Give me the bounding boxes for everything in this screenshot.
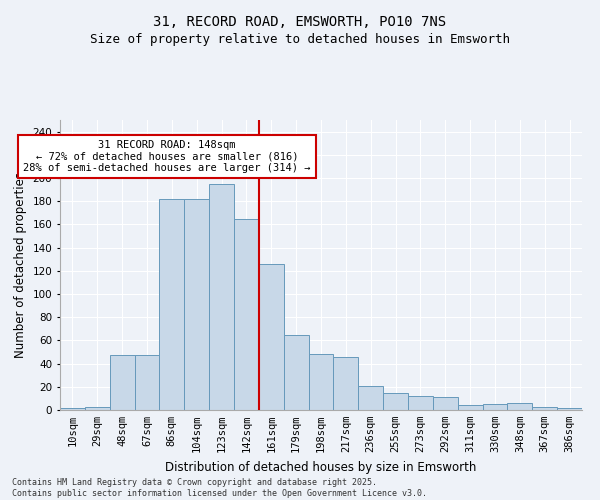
Bar	[557, 408, 582, 410]
Bar	[234, 218, 259, 410]
Bar	[110, 356, 134, 410]
Bar	[383, 392, 408, 410]
Text: Contains HM Land Registry data © Crown copyright and database right 2025.
Contai: Contains HM Land Registry data © Crown c…	[12, 478, 427, 498]
Bar	[408, 396, 433, 410]
Bar	[160, 199, 184, 410]
Bar	[209, 184, 234, 410]
Bar	[508, 403, 532, 410]
Bar	[134, 356, 160, 410]
Bar	[259, 264, 284, 410]
Bar	[308, 354, 334, 410]
Text: 31 RECORD ROAD: 148sqm
← 72% of detached houses are smaller (816)
28% of semi-de: 31 RECORD ROAD: 148sqm ← 72% of detached…	[23, 140, 311, 173]
Text: 31, RECORD ROAD, EMSWORTH, PO10 7NS: 31, RECORD ROAD, EMSWORTH, PO10 7NS	[154, 15, 446, 29]
X-axis label: Distribution of detached houses by size in Emsworth: Distribution of detached houses by size …	[166, 460, 476, 473]
Bar	[334, 356, 358, 410]
Bar	[358, 386, 383, 410]
Bar	[184, 199, 209, 410]
Y-axis label: Number of detached properties: Number of detached properties	[14, 172, 27, 358]
Bar	[458, 406, 482, 410]
Bar	[433, 397, 458, 410]
Bar	[482, 404, 508, 410]
Bar	[532, 406, 557, 410]
Text: Size of property relative to detached houses in Emsworth: Size of property relative to detached ho…	[90, 32, 510, 46]
Bar	[85, 406, 110, 410]
Bar	[284, 334, 308, 410]
Bar	[60, 408, 85, 410]
